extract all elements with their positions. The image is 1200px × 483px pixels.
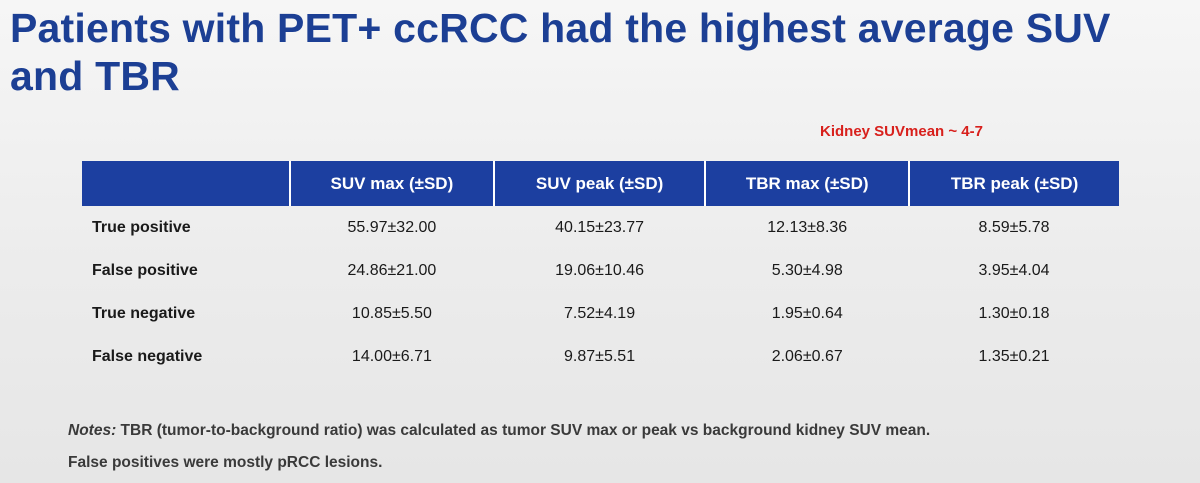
row-label: False negative xyxy=(92,347,203,365)
header-cell-tbr-peak: TBR peak (±SD) xyxy=(908,161,1119,206)
cell-tbr-max: 2.06±0.67 xyxy=(771,347,843,365)
cell-tbr-max: 12.13±8.36 xyxy=(767,218,848,236)
cell-suv-peak: 9.87±5.51 xyxy=(564,347,636,365)
row-label: True negative xyxy=(92,304,196,322)
cell-suv-max: 10.85±5.50 xyxy=(351,304,432,322)
slide-title: Patients with PET+ ccRCC had the highest… xyxy=(10,5,1111,99)
table-row: False positive 24.86±21.00 19.06±10.46 5… xyxy=(82,249,1119,292)
row-label: True positive xyxy=(92,218,191,236)
cell-tbr-peak: 3.95±4.04 xyxy=(978,261,1050,279)
notes-line-2: False positives were mostly pRCC lesions… xyxy=(68,454,383,471)
cell-suv-peak: 19.06±10.46 xyxy=(555,261,644,279)
cell-suv-max: 55.97±32.00 xyxy=(347,218,437,236)
table-row: False negative 14.00±6.71 9.87±5.51 2.06… xyxy=(82,335,1119,378)
table-header-row: SUV max (±SD) SUV peak (±SD) TBR max (±S… xyxy=(82,161,1119,206)
header-cell-tbr-max: TBR max (±SD) xyxy=(704,161,910,206)
cell-suv-peak: 7.52±4.19 xyxy=(564,304,636,322)
row-label: False positive xyxy=(92,261,198,279)
cell-tbr-peak: 8.59±5.78 xyxy=(978,218,1050,236)
notes-label: Notes: xyxy=(68,422,117,439)
cell-suv-max: 24.86±21.00 xyxy=(347,261,437,279)
notes-block: Notes: TBR (tumor-to-background ratio) w… xyxy=(68,415,1178,479)
cell-suv-peak: 40.15±23.77 xyxy=(555,218,644,236)
cell-tbr-peak: 1.30±0.18 xyxy=(978,304,1050,322)
kidney-suvmean-note: Kidney SUVmean ~ 4-7 xyxy=(820,123,983,140)
cell-suv-max: 14.00±6.71 xyxy=(351,347,432,365)
header-cell-blank xyxy=(82,161,290,206)
cell-tbr-max: 5.30±4.98 xyxy=(771,261,843,279)
header-cell-suv-max: SUV max (±SD) xyxy=(289,161,494,206)
table-row: True positive 55.97±32.00 40.15±23.77 12… xyxy=(82,206,1119,249)
notes-line-1: Notes: TBR (tumor-to-background ratio) w… xyxy=(68,415,1178,447)
table-row: True negative 10.85±5.50 7.52±4.19 1.95±… xyxy=(82,292,1119,335)
cell-tbr-max: 1.95±0.64 xyxy=(771,304,843,322)
cell-tbr-peak: 1.35±0.21 xyxy=(978,347,1050,365)
results-table: SUV max (±SD) SUV peak (±SD) TBR max (±S… xyxy=(82,161,1119,378)
header-cell-suv-peak: SUV peak (±SD) xyxy=(492,161,706,206)
notes-text-1: TBR (tumor-to-background ratio) was calc… xyxy=(120,422,931,439)
